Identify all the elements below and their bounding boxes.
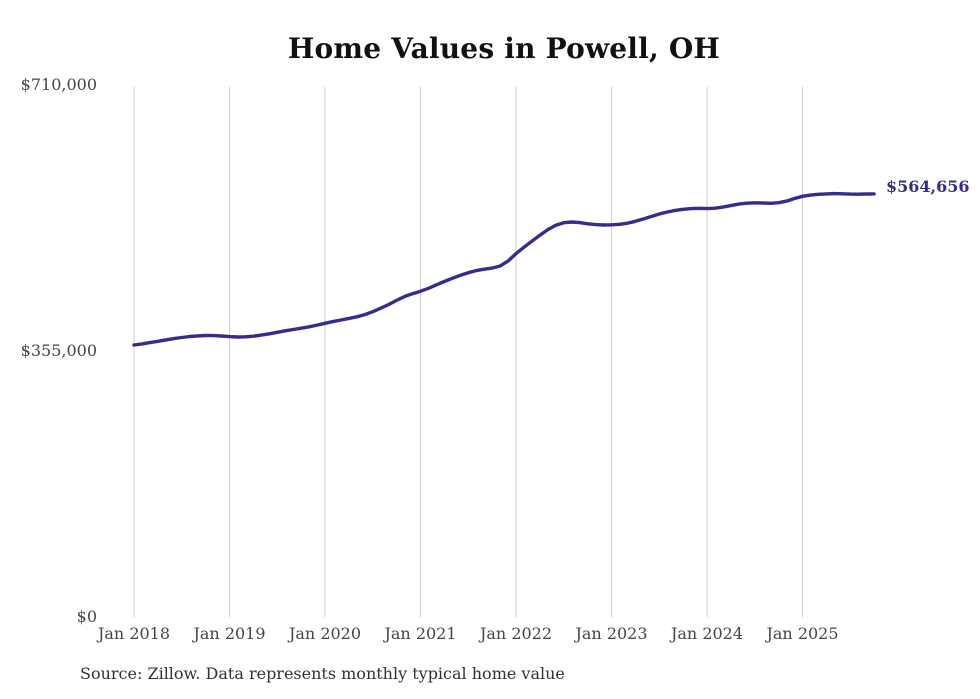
- x-tick-label: Jan 2018: [97, 624, 171, 643]
- y-axis-label-710000: $710,000: [20, 75, 97, 94]
- gridlines: [133, 87, 803, 617]
- x-tick-label: Jan 2020: [288, 624, 362, 643]
- x-tick-label: Jan 2021: [384, 624, 457, 643]
- y-axis-label-0: $0: [76, 607, 97, 626]
- source-note: Source: Zillow. Data represents monthly …: [80, 664, 565, 683]
- home-value-line: [132, 191, 876, 347]
- x-tick-label: Jan 2022: [479, 624, 553, 643]
- series-end-value-label: $564,656: [886, 177, 970, 196]
- x-tick-label: Jan 2023: [575, 624, 648, 643]
- chart-title: Home Values in Powell, OH: [287, 32, 721, 65]
- y-axis-label-355000: $355,000: [20, 341, 97, 360]
- x-tick-label: Jan 2024: [670, 624, 744, 643]
- x-tick-label: Jan 2019: [193, 624, 266, 643]
- x-tick-label: Jan 2025: [766, 624, 839, 643]
